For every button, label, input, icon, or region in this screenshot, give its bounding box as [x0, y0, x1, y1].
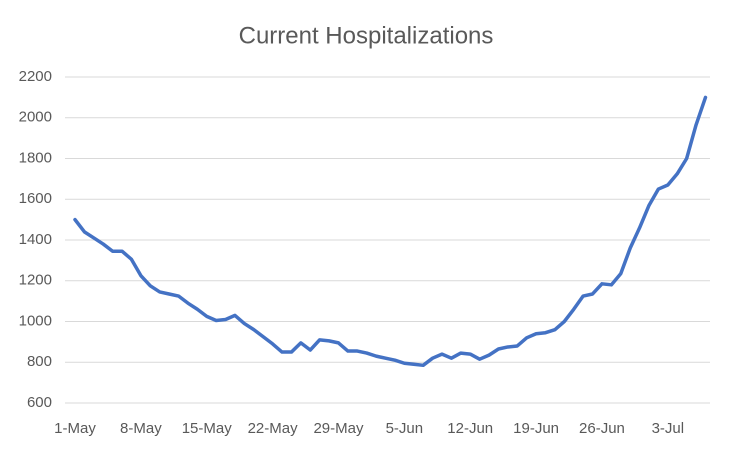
x-tick-label: 26-Jun: [579, 420, 625, 437]
x-tick-label: 19-Jun: [513, 420, 559, 437]
x-tick-label: 8-May: [120, 420, 162, 437]
x-tick-label: 15-May: [182, 420, 233, 437]
y-tick-label: 1200: [19, 272, 52, 289]
y-tick-label: 600: [27, 394, 52, 411]
x-tick-label: 1-May: [54, 420, 96, 437]
y-tick-label: 1600: [19, 190, 52, 207]
x-tick-label: 29-May: [313, 420, 364, 437]
x-tick-label: 5-Jun: [386, 420, 424, 437]
y-tick-label: 1000: [19, 312, 52, 329]
x-tick-label: 12-Jun: [447, 420, 493, 437]
x-tick-label: 22-May: [248, 420, 299, 437]
x-tick-label: 3-Jul: [652, 420, 685, 437]
y-tick-label: 1400: [19, 231, 52, 248]
y-tick-label: 1800: [19, 149, 52, 166]
y-tick-label: 2000: [19, 109, 52, 126]
y-tick-label: 800: [27, 353, 52, 370]
data-line: [73, 95, 708, 368]
y-tick-label: 2200: [19, 68, 52, 85]
chart-title: Current Hospitalizations: [239, 22, 494, 49]
